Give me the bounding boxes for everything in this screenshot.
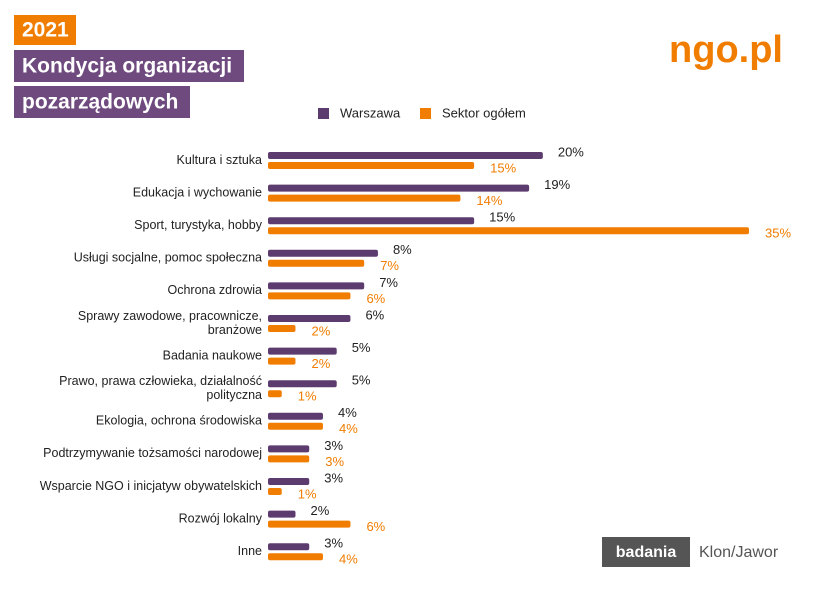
bar <box>268 217 475 225</box>
bar <box>268 259 365 267</box>
bar <box>268 184 530 192</box>
category-label: Sprawy zawodowe, pracownicze, <box>78 309 262 323</box>
value-label: 6% <box>366 519 385 534</box>
value-label: 14% <box>476 193 502 208</box>
value-label: 6% <box>366 291 385 306</box>
title-box <box>14 86 190 118</box>
value-label: 4% <box>339 421 358 436</box>
bar <box>268 520 351 528</box>
category-label: Prawo, prawa człowieka, działalność <box>59 374 262 388</box>
bar <box>268 152 543 159</box>
value-label: 2% <box>311 356 330 371</box>
badge: badania <box>616 544 677 561</box>
logo: ngo.pl <box>669 29 783 71</box>
bar <box>268 347 337 355</box>
value-label: 2% <box>310 503 329 518</box>
bar <box>268 510 296 518</box>
bar <box>268 315 351 322</box>
category-label: Badania naukowe <box>163 348 262 362</box>
value-label: 4% <box>338 405 357 420</box>
bar <box>268 543 310 551</box>
value-label: 5% <box>352 373 371 388</box>
value-label: 15% <box>489 210 515 225</box>
bar <box>268 194 461 202</box>
value-label: 35% <box>765 226 791 241</box>
bar <box>268 445 310 453</box>
bar <box>268 249 378 257</box>
bar <box>268 422 323 430</box>
year: 2021 <box>22 19 69 42</box>
bar <box>268 380 337 388</box>
value-label: 3% <box>325 454 344 469</box>
legend-label: Warszawa <box>340 105 401 120</box>
category-label: Kultura i sztuka <box>177 153 263 167</box>
category-label: Sport, turystyka, hobby <box>134 218 263 232</box>
bar <box>268 292 351 300</box>
chart-title: Kondycja organizacji <box>22 55 232 78</box>
category-label: Edukacja i wychowanie <box>133 185 262 199</box>
bar <box>268 357 296 365</box>
category-label: Wsparcie NGO i inicjatyw obywatelskich <box>40 479 262 493</box>
value-label: 7% <box>379 275 398 290</box>
value-label: 20% <box>558 144 584 159</box>
bar <box>268 553 323 561</box>
bar <box>268 282 365 290</box>
category-label: branżowe <box>208 323 262 337</box>
value-label: 3% <box>324 536 343 551</box>
value-label: 8% <box>393 242 412 257</box>
value-label: 7% <box>380 258 399 273</box>
value-label: 1% <box>298 486 317 501</box>
bar <box>268 488 282 495</box>
legend-swatch <box>318 108 329 119</box>
legend-label: Sektor ogółem <box>442 105 526 120</box>
bar <box>268 455 310 463</box>
bar <box>268 325 296 332</box>
title-box <box>14 50 244 82</box>
category-label: Rozwój lokalny <box>179 511 263 525</box>
value-label: 1% <box>298 389 317 404</box>
value-label: 3% <box>324 438 343 453</box>
legend-swatch <box>420 108 431 119</box>
value-label: 3% <box>324 470 343 485</box>
chart-title: pozarządowych <box>22 91 178 114</box>
bar <box>268 390 282 398</box>
category-label: Inne <box>238 544 262 558</box>
publisher: Klon/Jawor <box>699 544 779 561</box>
value-label: 6% <box>365 307 384 322</box>
value-label: 4% <box>339 552 358 567</box>
category-label: Ekologia, ochrona środowiska <box>96 414 262 428</box>
bar <box>268 478 310 485</box>
value-label: 2% <box>311 323 330 338</box>
category-label: Ochrona zdrowia <box>168 283 263 297</box>
category-label: polityczna <box>206 388 262 402</box>
year-box <box>14 15 76 45</box>
category-label: Podtrzymywanie tożsamości narodowej <box>43 446 262 460</box>
bar <box>268 162 475 169</box>
category-label: Usługi socjalne, pomoc społeczna <box>74 251 262 265</box>
bar <box>268 412 323 420</box>
badge-box <box>602 537 690 567</box>
value-label: 15% <box>490 160 516 175</box>
value-label: 19% <box>544 177 570 192</box>
bar <box>268 227 749 235</box>
value-label: 5% <box>352 340 371 355</box>
